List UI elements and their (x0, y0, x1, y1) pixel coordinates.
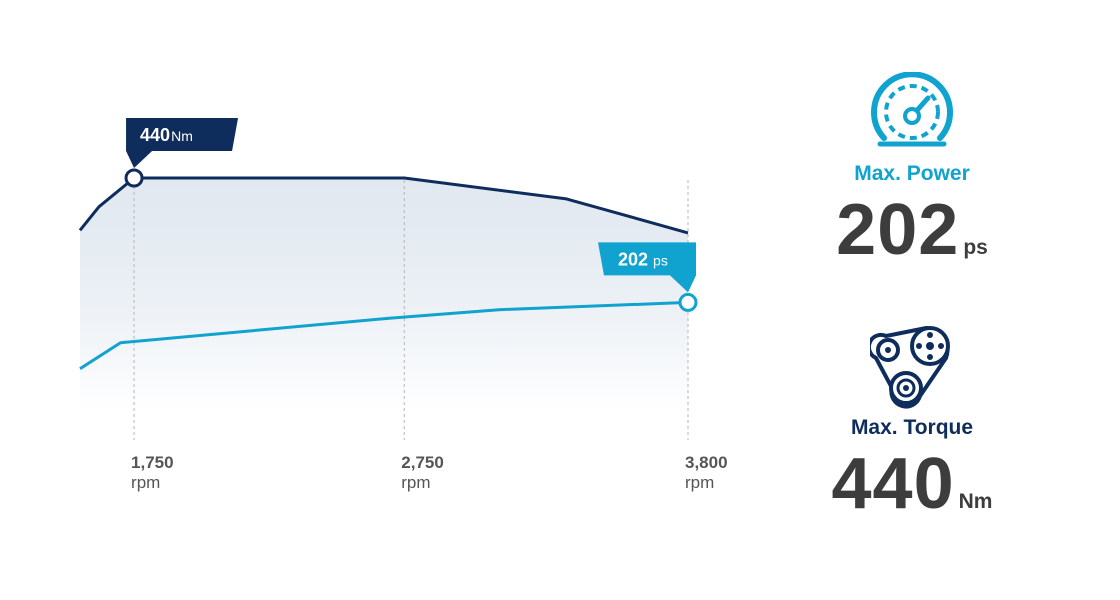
max-power-value: 202 ps (800, 194, 1024, 266)
max-torque-value: 440 Nm (800, 448, 1024, 520)
max-power-label: Max. Power (854, 162, 970, 185)
x-tick-label: 3,800 (685, 453, 728, 472)
callout-label: 202 ps (618, 249, 668, 269)
power-series-line (79, 300, 689, 371)
torque-peak-callout: 440Nm (126, 118, 239, 168)
torque-peak-point (124, 168, 144, 188)
callout-shape (598, 242, 696, 293)
max-torque-unit: Nm (958, 490, 993, 513)
max-torque-number: 440 (831, 444, 955, 524)
max-power-number: 202 (836, 190, 960, 270)
x-tick-label: 1,750 (131, 453, 174, 472)
belt-pulley-icon (870, 325, 950, 409)
speedometer-icon (871, 72, 953, 147)
callout-shape (126, 118, 239, 168)
x-tick-label: 2,750 (401, 453, 444, 472)
x-tick-unit: rpm (401, 473, 430, 492)
area-fill (80, 178, 688, 410)
max-torque-label: Max. Torque (850, 416, 974, 439)
x-tick-unit: rpm (131, 473, 160, 492)
max-torque-stat: Max. Torque 440 Nm (800, 322, 1024, 520)
torque-series-line (78, 176, 689, 235)
max-power-unit: ps (963, 236, 988, 259)
power-peak-callout: 202 ps (598, 242, 696, 293)
x-tick-unit: rpm (685, 473, 714, 492)
max-power-stat: Max. Power 202 ps (800, 72, 1024, 266)
callout-label: 440Nm (140, 125, 193, 145)
power-peak-point (678, 292, 698, 312)
